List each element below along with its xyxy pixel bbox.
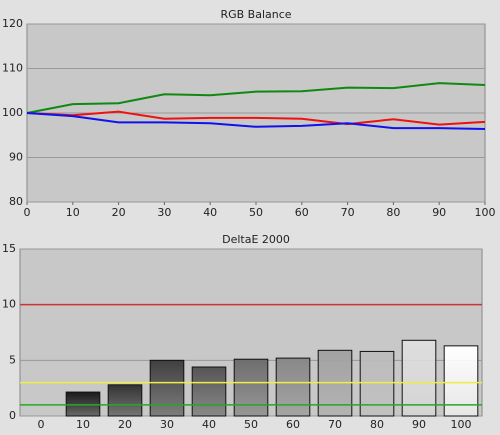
y-tick-label: 110 [2, 62, 23, 75]
x-tick-label: 100 [451, 418, 472, 431]
x-tick-label: 60 [295, 206, 309, 219]
y-tick-label: 80 [9, 195, 23, 208]
bar [275, 357, 311, 417]
bar [65, 391, 101, 417]
x-tick-label: 10 [66, 206, 80, 219]
x-tick-label: 50 [244, 418, 258, 431]
bar [359, 350, 395, 417]
x-tick-label: 20 [118, 418, 132, 431]
y-tick-label: 120 [2, 17, 23, 30]
bar [191, 366, 227, 417]
y-tick-label: 100 [2, 106, 23, 119]
y-tick-label: 10 [2, 298, 16, 311]
x-tick-label: 10 [76, 418, 90, 431]
x-tick-label: 40 [202, 418, 216, 431]
bar [401, 339, 437, 417]
x-tick-label: 30 [160, 418, 174, 431]
chart-title: DeltaE 2000 [222, 233, 290, 246]
x-tick-label: 70 [341, 206, 355, 219]
x-tick-label: 90 [432, 206, 446, 219]
y-tick-label: 90 [9, 151, 23, 164]
x-tick-label: 20 [112, 206, 126, 219]
series-line [26, 82, 486, 114]
y-tick-label: 0 [9, 409, 16, 422]
x-tick-label: 50 [249, 206, 263, 219]
x-tick-label: 40 [203, 206, 217, 219]
x-tick-label: 80 [370, 418, 384, 431]
x-tick-label: 60 [286, 418, 300, 431]
bar [149, 359, 185, 417]
y-tick-label: 5 [9, 353, 16, 366]
x-tick-label: 70 [328, 418, 342, 431]
series-line [26, 112, 486, 131]
x-tick-label: 0 [38, 418, 45, 431]
bar [233, 358, 269, 417]
bar [107, 384, 143, 417]
x-tick-label: 90 [412, 418, 426, 431]
x-tick-label: 80 [386, 206, 400, 219]
x-tick-label: 100 [475, 206, 496, 219]
y-tick-label: 15 [2, 242, 16, 255]
x-tick-label: 0 [24, 206, 31, 219]
chart-title: RGB Balance [220, 8, 291, 21]
series-line [26, 110, 486, 126]
x-tick-label: 30 [157, 206, 171, 219]
